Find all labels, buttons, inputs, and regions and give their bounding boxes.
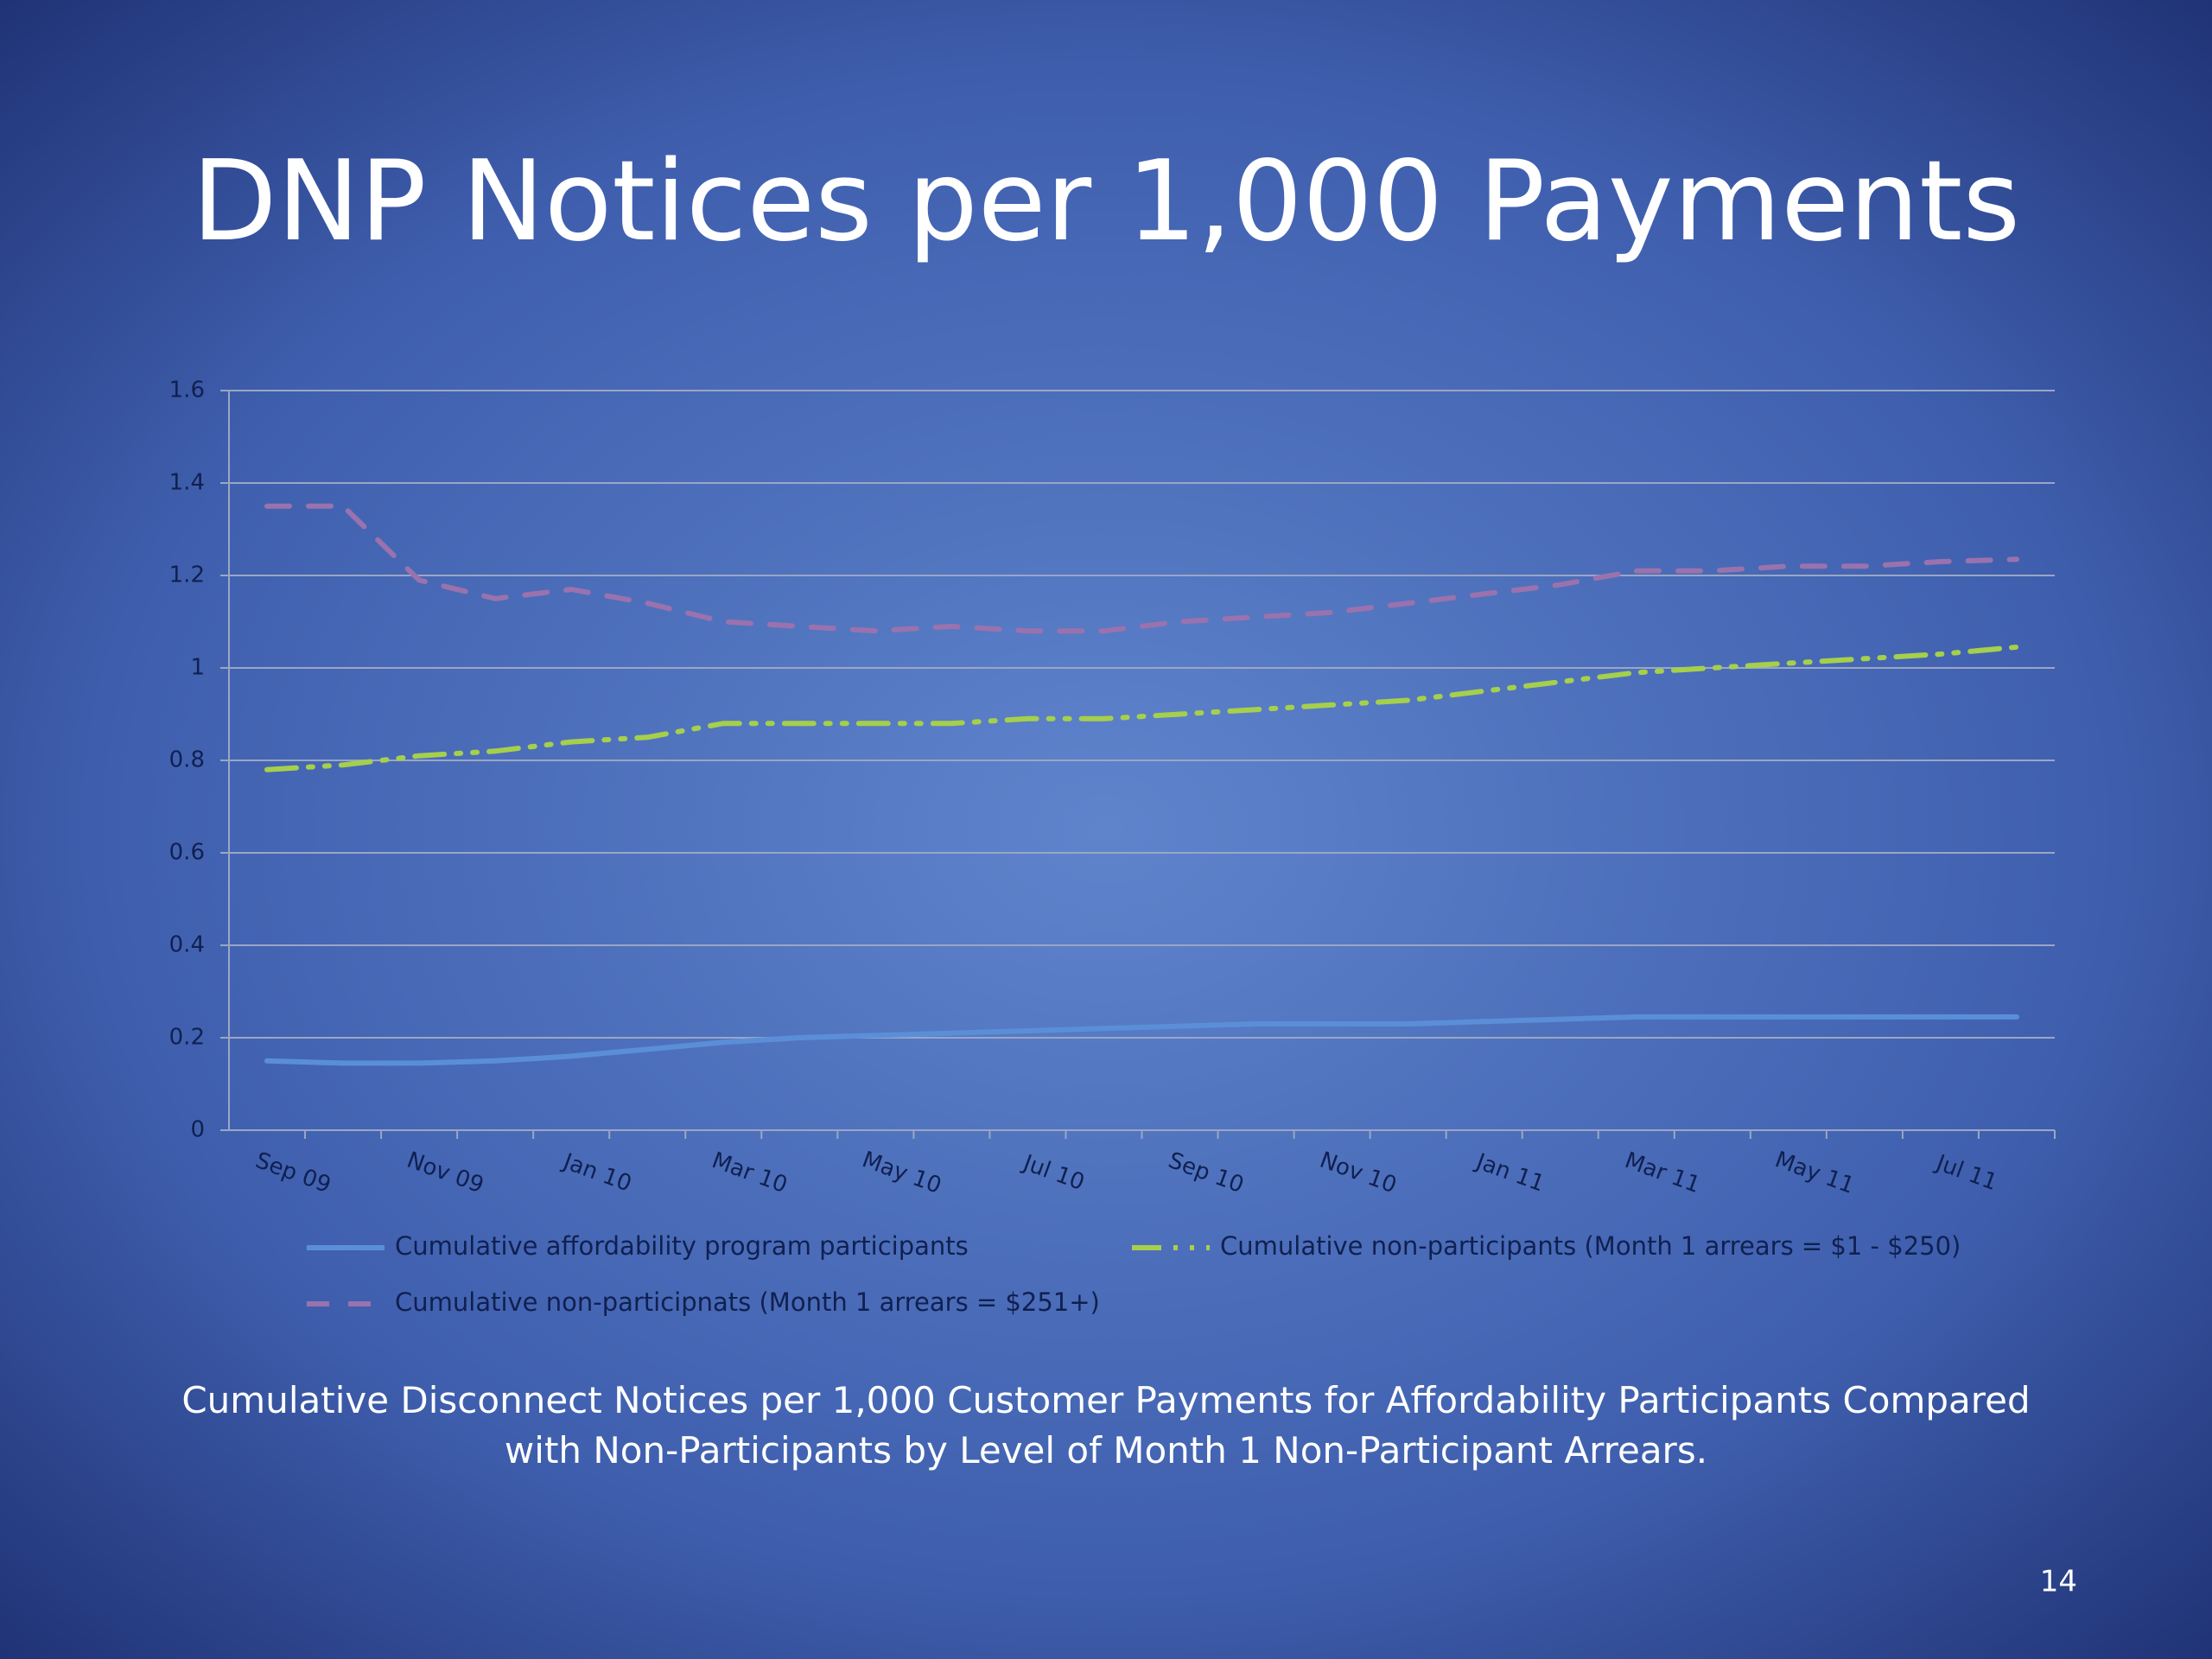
series-line	[264, 644, 2019, 772]
legend-label: Cumulative non-participnats (Month 1 arr…	[395, 1287, 1100, 1317]
series-line	[264, 503, 2019, 634]
y-tick-label: 0.2	[169, 1025, 205, 1051]
legend-label: Cumulative affordability program partici…	[395, 1231, 969, 1261]
y-tick-label: 0.6	[169, 840, 205, 866]
caption-box: Cumulative Disconnect Notices per 1,000 …	[181, 1379, 2031, 1471]
y-tick-label: 0	[190, 1117, 205, 1143]
y-tick-label: 1.6	[169, 378, 205, 404]
caption: Cumulative Disconnect Notices per 1,000 …	[181, 1379, 2031, 1471]
y-tick-label: 1.2	[169, 563, 205, 588]
y-tick-label: 0.4	[169, 932, 205, 958]
legend-label: Cumulative non-participants (Month 1 arr…	[1220, 1231, 1961, 1261]
y-tick-label: 1	[190, 655, 205, 681]
y-tick-label: 0.8	[169, 747, 205, 773]
chart-title: DNP Notices per 1,000 Payments	[192, 137, 2020, 266]
y-tick-label: 1.4	[169, 470, 205, 496]
series-line	[264, 1014, 2019, 1066]
page-number: 14	[2040, 1565, 2077, 1599]
